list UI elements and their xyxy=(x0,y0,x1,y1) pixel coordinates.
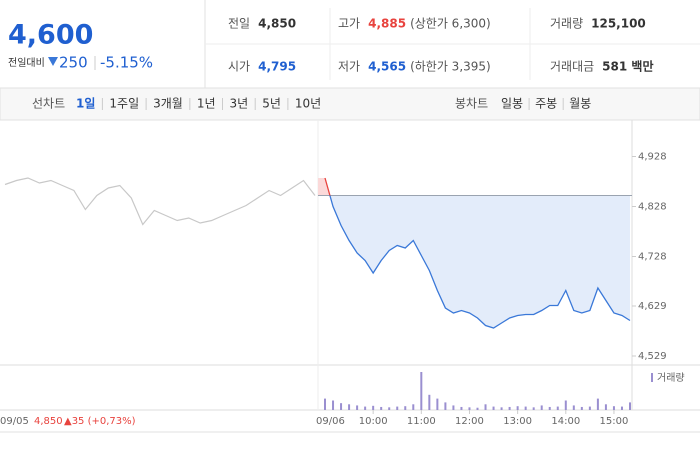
tab[interactable]: 1년 xyxy=(197,97,216,111)
legend-swatch xyxy=(651,373,653,382)
volume-bar xyxy=(332,400,335,410)
volume-bar xyxy=(324,398,326,410)
previous-line xyxy=(4,177,316,226)
stat-value: 4,565 xyxy=(368,60,406,74)
stat-label: 전일 xyxy=(228,17,250,31)
x-tick-label: 11:00 xyxy=(407,416,436,427)
volume-bar xyxy=(596,398,599,410)
prev-close: 4,850 xyxy=(34,416,63,427)
volume-bar xyxy=(348,404,351,410)
volume-bar xyxy=(556,406,559,410)
tab[interactable]: 3개월 xyxy=(153,97,183,111)
tab[interactable]: 주봉 xyxy=(535,97,557,111)
volume-bar xyxy=(420,372,423,410)
tab-bar xyxy=(0,87,700,121)
x-tick-label: 12:00 xyxy=(455,416,484,427)
prev-date: 09/05 xyxy=(0,416,29,427)
stats: 전일 4,850 고가 4,885 (상한가 6,300) 거래량 125,100 시가 4,7… xyxy=(228,17,653,74)
volume-bar xyxy=(516,406,519,410)
y-tick-label: 4,728 xyxy=(638,252,667,263)
stat-value: 4,795 xyxy=(258,60,296,74)
volume-bar xyxy=(396,406,399,410)
tab[interactable]: 월봉 xyxy=(569,97,591,111)
stat-value: 125,100 xyxy=(591,17,646,31)
y-tick-label: 4,629 xyxy=(638,301,667,312)
change: 250 xyxy=(59,54,88,72)
volume-bar xyxy=(492,406,495,410)
change-rate: -5.15% xyxy=(100,54,153,72)
change-label: 전일대비 xyxy=(8,57,45,69)
volume-bar xyxy=(604,404,607,410)
price-line xyxy=(329,195,631,329)
volume-bar xyxy=(380,406,383,410)
price: 4,600 xyxy=(8,20,93,51)
area-down xyxy=(318,195,630,328)
volume-bar xyxy=(588,406,591,410)
stat-note: (하한가 3,395) xyxy=(410,60,491,74)
stat-label: 저가 xyxy=(338,60,360,74)
volume-bar xyxy=(629,402,631,410)
volume-bar xyxy=(548,406,551,410)
volume-bar xyxy=(436,398,439,410)
x-tick-label: 15:00 xyxy=(600,416,629,427)
volume-bar xyxy=(388,407,391,410)
stat-label: 시가 xyxy=(228,60,250,74)
stat-label: 고가 xyxy=(338,17,360,31)
volume-bar xyxy=(364,406,367,410)
legend-label: 거래량 xyxy=(657,372,685,384)
volume-bar xyxy=(444,402,447,410)
x-tick-label: 10:00 xyxy=(359,416,388,427)
volume-bar xyxy=(580,406,583,410)
tab[interactable]: 1주일 xyxy=(109,97,139,111)
tab-group-label: 선차트 xyxy=(32,97,65,111)
down-icon xyxy=(48,57,58,66)
y-tick-label: 4,529 xyxy=(638,351,667,362)
stat-value: 4,885 xyxy=(368,17,406,31)
volume-bar xyxy=(460,406,463,410)
volume-bar xyxy=(540,405,543,410)
volume-bar xyxy=(372,405,375,410)
volume-bar xyxy=(340,403,343,410)
tabs: 선차트 1일 1주일 3개월 1년 3년 5년 10년 봉차트 일봉 주봉 월봉 xyxy=(32,97,591,111)
volume-bar xyxy=(412,404,415,410)
volume-bar xyxy=(404,406,407,410)
volume-bar xyxy=(532,407,535,410)
stat-note: (상한가 6,300) xyxy=(410,17,491,31)
volume-bar xyxy=(452,405,455,410)
prev-change: ▲35 (+0,73%) xyxy=(64,416,136,427)
tab[interactable]: 5년 xyxy=(262,97,281,111)
volume-bar xyxy=(356,405,359,410)
volume-bar xyxy=(620,406,623,410)
volume-bar xyxy=(428,394,431,410)
volume-bar xyxy=(468,407,471,410)
date: 09/06 xyxy=(316,416,345,427)
tab-group-label: 봉차트 xyxy=(455,97,488,111)
stat-label: 거래대금 xyxy=(550,60,594,74)
stat-value: 581 백만 xyxy=(602,59,653,74)
volume-bar xyxy=(508,406,511,410)
tab[interactable]: 1일 xyxy=(76,97,95,111)
volume-bar xyxy=(572,405,575,410)
volume-bar xyxy=(476,407,479,410)
x-tick-label: 14:00 xyxy=(551,416,580,427)
stat-label: 거래량 xyxy=(550,17,583,31)
tab[interactable]: 일봉 xyxy=(501,97,523,111)
x-tick-label: 13:00 xyxy=(503,416,532,427)
stat-value: 4,850 xyxy=(258,17,296,31)
y-tick-label: 4,928 xyxy=(638,152,667,163)
volume-bar xyxy=(484,404,487,410)
y-tick-label: 4,828 xyxy=(638,202,667,213)
volume-bar xyxy=(564,400,567,410)
tab[interactable]: 10년 xyxy=(295,97,321,111)
volume-bar xyxy=(500,407,503,410)
tab[interactable]: 3년 xyxy=(230,97,249,111)
volume-bar xyxy=(524,406,527,410)
volume-bar xyxy=(612,406,615,410)
